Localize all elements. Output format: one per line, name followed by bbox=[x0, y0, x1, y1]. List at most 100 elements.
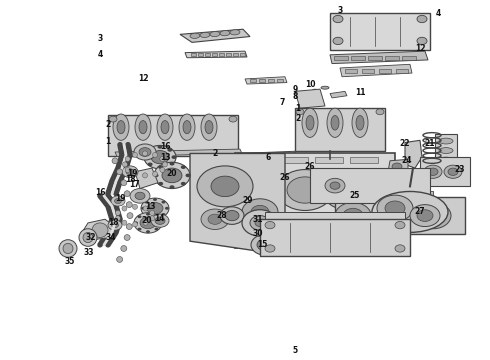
Text: 23: 23 bbox=[455, 165, 465, 174]
Ellipse shape bbox=[111, 196, 125, 206]
Bar bbox=[379, 69, 391, 73]
Bar bbox=[191, 53, 196, 56]
Bar bbox=[368, 55, 382, 60]
Ellipse shape bbox=[112, 222, 119, 228]
Ellipse shape bbox=[158, 221, 162, 224]
Bar bbox=[233, 53, 238, 56]
Ellipse shape bbox=[205, 121, 213, 134]
Ellipse shape bbox=[113, 114, 129, 140]
Ellipse shape bbox=[439, 157, 453, 163]
Text: 18: 18 bbox=[108, 219, 118, 228]
Ellipse shape bbox=[157, 166, 163, 169]
Bar bbox=[420, 157, 470, 186]
Text: 35: 35 bbox=[65, 257, 75, 266]
Ellipse shape bbox=[124, 235, 130, 240]
Ellipse shape bbox=[115, 216, 121, 221]
Ellipse shape bbox=[287, 177, 323, 203]
Ellipse shape bbox=[186, 174, 191, 177]
Ellipse shape bbox=[162, 213, 166, 216]
Ellipse shape bbox=[322, 170, 378, 211]
Ellipse shape bbox=[395, 245, 405, 252]
Ellipse shape bbox=[158, 182, 163, 185]
Ellipse shape bbox=[132, 152, 138, 158]
Ellipse shape bbox=[242, 210, 278, 236]
Text: 34: 34 bbox=[106, 233, 116, 242]
Ellipse shape bbox=[143, 206, 148, 211]
Polygon shape bbox=[295, 89, 325, 108]
Ellipse shape bbox=[333, 37, 343, 45]
Text: 18: 18 bbox=[124, 175, 135, 184]
Ellipse shape bbox=[390, 221, 400, 228]
Bar bbox=[280, 157, 308, 163]
Ellipse shape bbox=[410, 204, 440, 226]
Ellipse shape bbox=[325, 178, 345, 193]
Text: 7: 7 bbox=[279, 98, 285, 107]
Ellipse shape bbox=[154, 215, 158, 218]
Ellipse shape bbox=[162, 168, 182, 183]
Ellipse shape bbox=[327, 159, 333, 164]
Ellipse shape bbox=[242, 177, 278, 203]
Ellipse shape bbox=[265, 245, 275, 252]
Bar bbox=[260, 219, 410, 256]
Ellipse shape bbox=[190, 33, 200, 39]
Polygon shape bbox=[300, 225, 312, 241]
Ellipse shape bbox=[208, 214, 222, 224]
Ellipse shape bbox=[122, 166, 138, 177]
Text: 14: 14 bbox=[154, 214, 164, 223]
Ellipse shape bbox=[132, 204, 138, 210]
Text: 19: 19 bbox=[115, 194, 125, 203]
Ellipse shape bbox=[377, 195, 413, 221]
Ellipse shape bbox=[424, 165, 442, 178]
Ellipse shape bbox=[149, 210, 155, 215]
Ellipse shape bbox=[126, 202, 132, 208]
Ellipse shape bbox=[132, 222, 138, 227]
Ellipse shape bbox=[417, 210, 433, 221]
Ellipse shape bbox=[163, 162, 168, 167]
Ellipse shape bbox=[296, 109, 304, 115]
Ellipse shape bbox=[270, 221, 280, 228]
Bar bbox=[295, 108, 385, 150]
Text: 4: 4 bbox=[98, 50, 102, 59]
Ellipse shape bbox=[63, 243, 73, 253]
Text: 26: 26 bbox=[305, 162, 315, 171]
Ellipse shape bbox=[135, 192, 145, 199]
Ellipse shape bbox=[130, 189, 150, 203]
Ellipse shape bbox=[312, 89, 318, 94]
Ellipse shape bbox=[146, 230, 150, 233]
Ellipse shape bbox=[134, 221, 138, 224]
Polygon shape bbox=[180, 29, 250, 42]
Polygon shape bbox=[290, 229, 392, 241]
Bar bbox=[345, 69, 357, 73]
Text: 2: 2 bbox=[212, 149, 218, 158]
Ellipse shape bbox=[172, 155, 176, 159]
Bar bbox=[108, 116, 238, 156]
Ellipse shape bbox=[170, 185, 174, 189]
Bar bbox=[334, 55, 348, 60]
Ellipse shape bbox=[415, 202, 451, 229]
Bar bbox=[265, 212, 405, 238]
Ellipse shape bbox=[372, 192, 448, 233]
Ellipse shape bbox=[230, 30, 240, 35]
Ellipse shape bbox=[115, 210, 121, 215]
Ellipse shape bbox=[183, 121, 191, 134]
Text: 1: 1 bbox=[105, 136, 111, 145]
Ellipse shape bbox=[122, 220, 127, 225]
Bar bbox=[226, 53, 231, 56]
Bar bbox=[310, 168, 430, 203]
Ellipse shape bbox=[428, 168, 438, 175]
Ellipse shape bbox=[155, 217, 165, 224]
Ellipse shape bbox=[197, 166, 253, 207]
Text: 4: 4 bbox=[436, 9, 441, 18]
Bar bbox=[385, 55, 399, 60]
Ellipse shape bbox=[140, 217, 156, 229]
Ellipse shape bbox=[181, 182, 186, 185]
Ellipse shape bbox=[229, 116, 237, 122]
Ellipse shape bbox=[375, 202, 411, 229]
Ellipse shape bbox=[335, 202, 371, 229]
Text: 1: 1 bbox=[295, 104, 301, 113]
Bar bbox=[315, 157, 343, 163]
Ellipse shape bbox=[124, 191, 130, 197]
Polygon shape bbox=[82, 219, 115, 240]
Bar bbox=[351, 55, 365, 60]
Bar bbox=[277, 79, 283, 82]
